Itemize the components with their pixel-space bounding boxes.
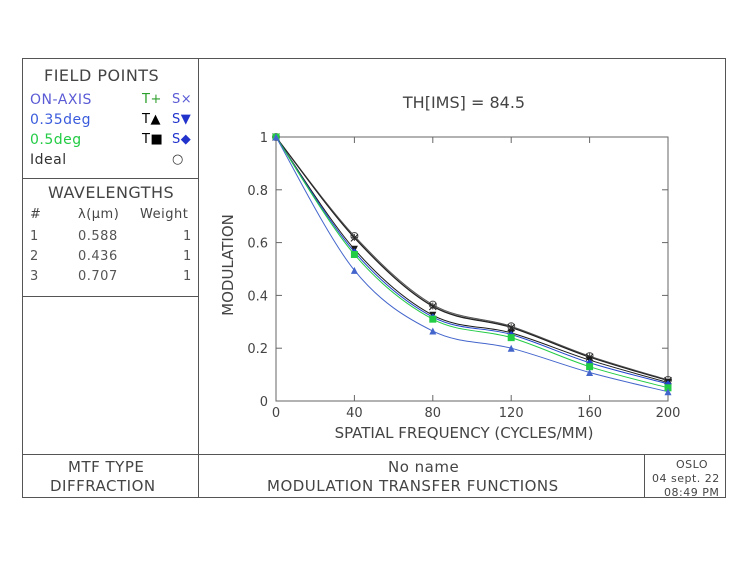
plot-area-border [275,136,669,402]
data-point-square [429,315,437,323]
x-tick-label: 80 [425,406,442,421]
stamp-app: OSLO [676,458,709,471]
data-point-square [664,384,672,392]
y-tick-label: 0.8 [247,184,268,199]
data-point-triangle [664,388,672,396]
field-point-label: 0.35deg [30,112,92,128]
wavelengths-cell: 1 [183,249,192,264]
wavelengths-cell: 2 [30,249,39,264]
wavelengths-header: # [30,207,42,222]
wavelengths-cell: 0.436 [78,249,118,264]
data-point-triangle [429,327,437,335]
data-point-x [350,233,359,242]
series-line [275,136,669,382]
data-point-square [586,363,594,371]
footer-divider [22,454,726,455]
y-tick-label: 0 [260,395,268,410]
mtf-type-label: MTF TYPE [68,458,145,476]
series-line [275,136,669,393]
wavelengths-cell: 3 [30,269,39,284]
wavelengths-cell: 1 [183,229,192,244]
y-tick-label: 0.2 [247,342,268,357]
series-line [275,136,669,384]
field-point-label: 0.5deg [30,132,82,148]
footer-name: No name [388,458,460,476]
report-frame [22,58,726,498]
data-point-x [428,302,437,311]
wavelengths-header: Weight [140,207,189,222]
stamp-time: 08:49 PM [664,486,720,499]
data-point-triangle [350,266,358,274]
y-tick-label: 0.4 [247,289,268,304]
x-tick-label: 40 [346,406,363,421]
sagittal-marker: ○ [172,152,184,167]
series-line [275,136,669,385]
chart-title: TH[IMS] = 84.5 [402,93,525,112]
x-tick-label: 120 [499,406,524,421]
data-point-triangle [272,133,280,141]
wavelengths-header: λ(μm) [78,207,120,222]
x-tick-label: 0 [272,406,280,421]
y-tick-label: 1 [260,131,268,146]
sagittal-marker: S× [172,92,193,107]
x-tick-label: 160 [577,406,602,421]
tangential-marker: T▲ [142,112,161,127]
stamp-divider [644,454,645,498]
data-point-triangle [507,344,515,352]
data-point-square [350,250,358,258]
left-panel-divider [198,58,199,498]
mtf-type-value: DIFFRACTION [50,477,156,495]
field-points-title: FIELD POINTS [44,66,160,85]
series-line [275,136,669,389]
y-tick-label: 0.6 [247,237,268,252]
x-axis-label: SPATIAL FREQUENCY (CYCLES/MM) [335,424,594,442]
data-point-square [507,334,515,342]
series-line [275,136,669,381]
sagittal-marker: S▼ [172,112,192,127]
wavelengths-cell: 0.588 [78,229,118,244]
tangential-marker: T■ [142,132,164,147]
data-point-triangle [586,368,594,376]
series-line [275,136,669,381]
wavelengths-cell: 1 [30,229,39,244]
footer-title: MODULATION TRANSFER FUNCTIONS [267,477,559,495]
wavelengths-cell: 1 [183,269,192,284]
field-point-label: Ideal [30,152,67,168]
tangential-marker: T+ [142,92,162,107]
wavelengths-cell: 0.707 [78,269,118,284]
wavelengths-divider [22,296,199,297]
y-axis-label: MODULATION [219,214,237,316]
field-points-divider [22,178,199,179]
sagittal-marker: S◆ [172,132,192,147]
field-point-label: ON-AXIS [30,92,92,108]
wavelengths-title: WAVELENGTHS [48,183,175,202]
x-tick-label: 200 [656,406,681,421]
stamp-date: 04 sept. 22 [652,472,720,485]
